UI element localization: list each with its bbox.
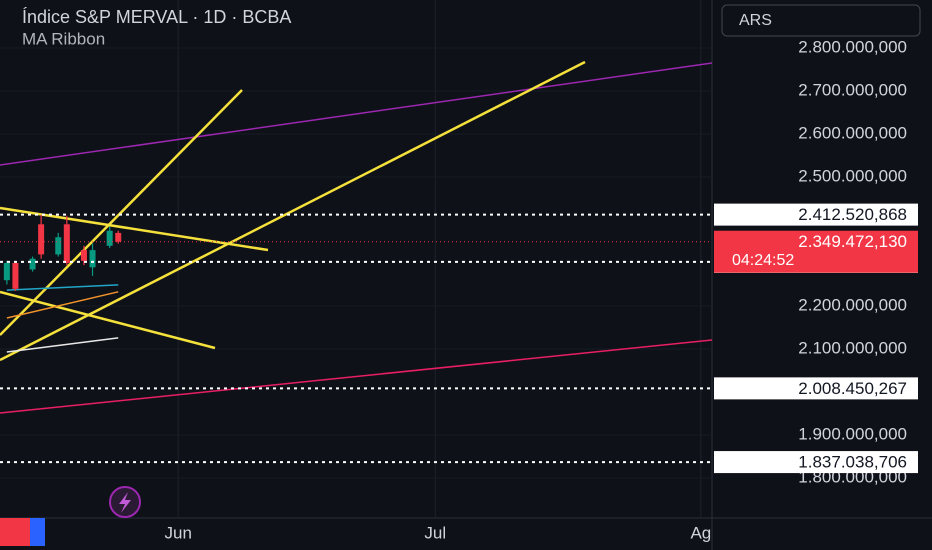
indicator-name[interactable]: MA Ribbon — [22, 29, 105, 48]
currency-label: ARS — [739, 12, 772, 29]
trend-line — [0, 339, 713, 414]
x-tick-label: Jul — [424, 523, 446, 542]
price-label: 2.412.520,868 — [798, 205, 907, 224]
y-tick-label: 2.600.000,000 — [798, 123, 907, 142]
ma-line — [6, 284, 119, 291]
lightning — [119, 492, 131, 513]
y-tick-label: 2.700.000,000 — [798, 80, 907, 99]
price-label-box — [714, 203, 918, 226]
y-tick-label: 2.800.000,000 — [798, 37, 907, 56]
ma-line — [6, 337, 119, 353]
price-label: 2.008.450,267 — [798, 379, 907, 398]
candle-body — [115, 232, 122, 242]
grid — [0, 0, 712, 518]
last-price-label: 2.349.472,130 — [798, 232, 907, 251]
candle-body — [29, 258, 36, 270]
candle-body — [80, 250, 87, 261]
price-label-box — [714, 451, 918, 474]
price-label: 1.837.038,706 — [798, 453, 907, 472]
y-tick-label: 2.100.000,000 — [798, 338, 907, 357]
candle-body — [12, 262, 19, 289]
candle-body — [3, 262, 10, 281]
x-tick-label: Ag — [690, 523, 711, 542]
x-tick-label: Jun — [165, 523, 192, 542]
candle-body — [55, 237, 62, 255]
candle-body — [63, 224, 70, 263]
currency-button[interactable] — [721, 4, 921, 37]
trend-line — [0, 290, 216, 350]
y-tick-label: 2.200.000,000 — [798, 295, 907, 314]
countdown: 04:24:52 — [732, 252, 794, 269]
trend-line — [0, 89, 243, 336]
ma-line — [6, 291, 119, 319]
candle-body — [89, 250, 96, 268]
chart-title: Índice S&P MERVAL · 1D · BCBA — [22, 7, 291, 27]
last-price-box — [714, 230, 918, 273]
trend-line — [0, 62, 713, 166]
plot — [0, 213, 712, 464]
candle-body — [106, 230, 113, 246]
trend-line — [0, 60, 586, 362]
y-tick-label: 2.500.000,000 — [798, 166, 907, 185]
y-tick-label: 1.900.000,000 — [798, 424, 907, 443]
price-label-box — [714, 377, 918, 400]
tab — [30, 518, 45, 546]
candle-body — [38, 224, 45, 255]
